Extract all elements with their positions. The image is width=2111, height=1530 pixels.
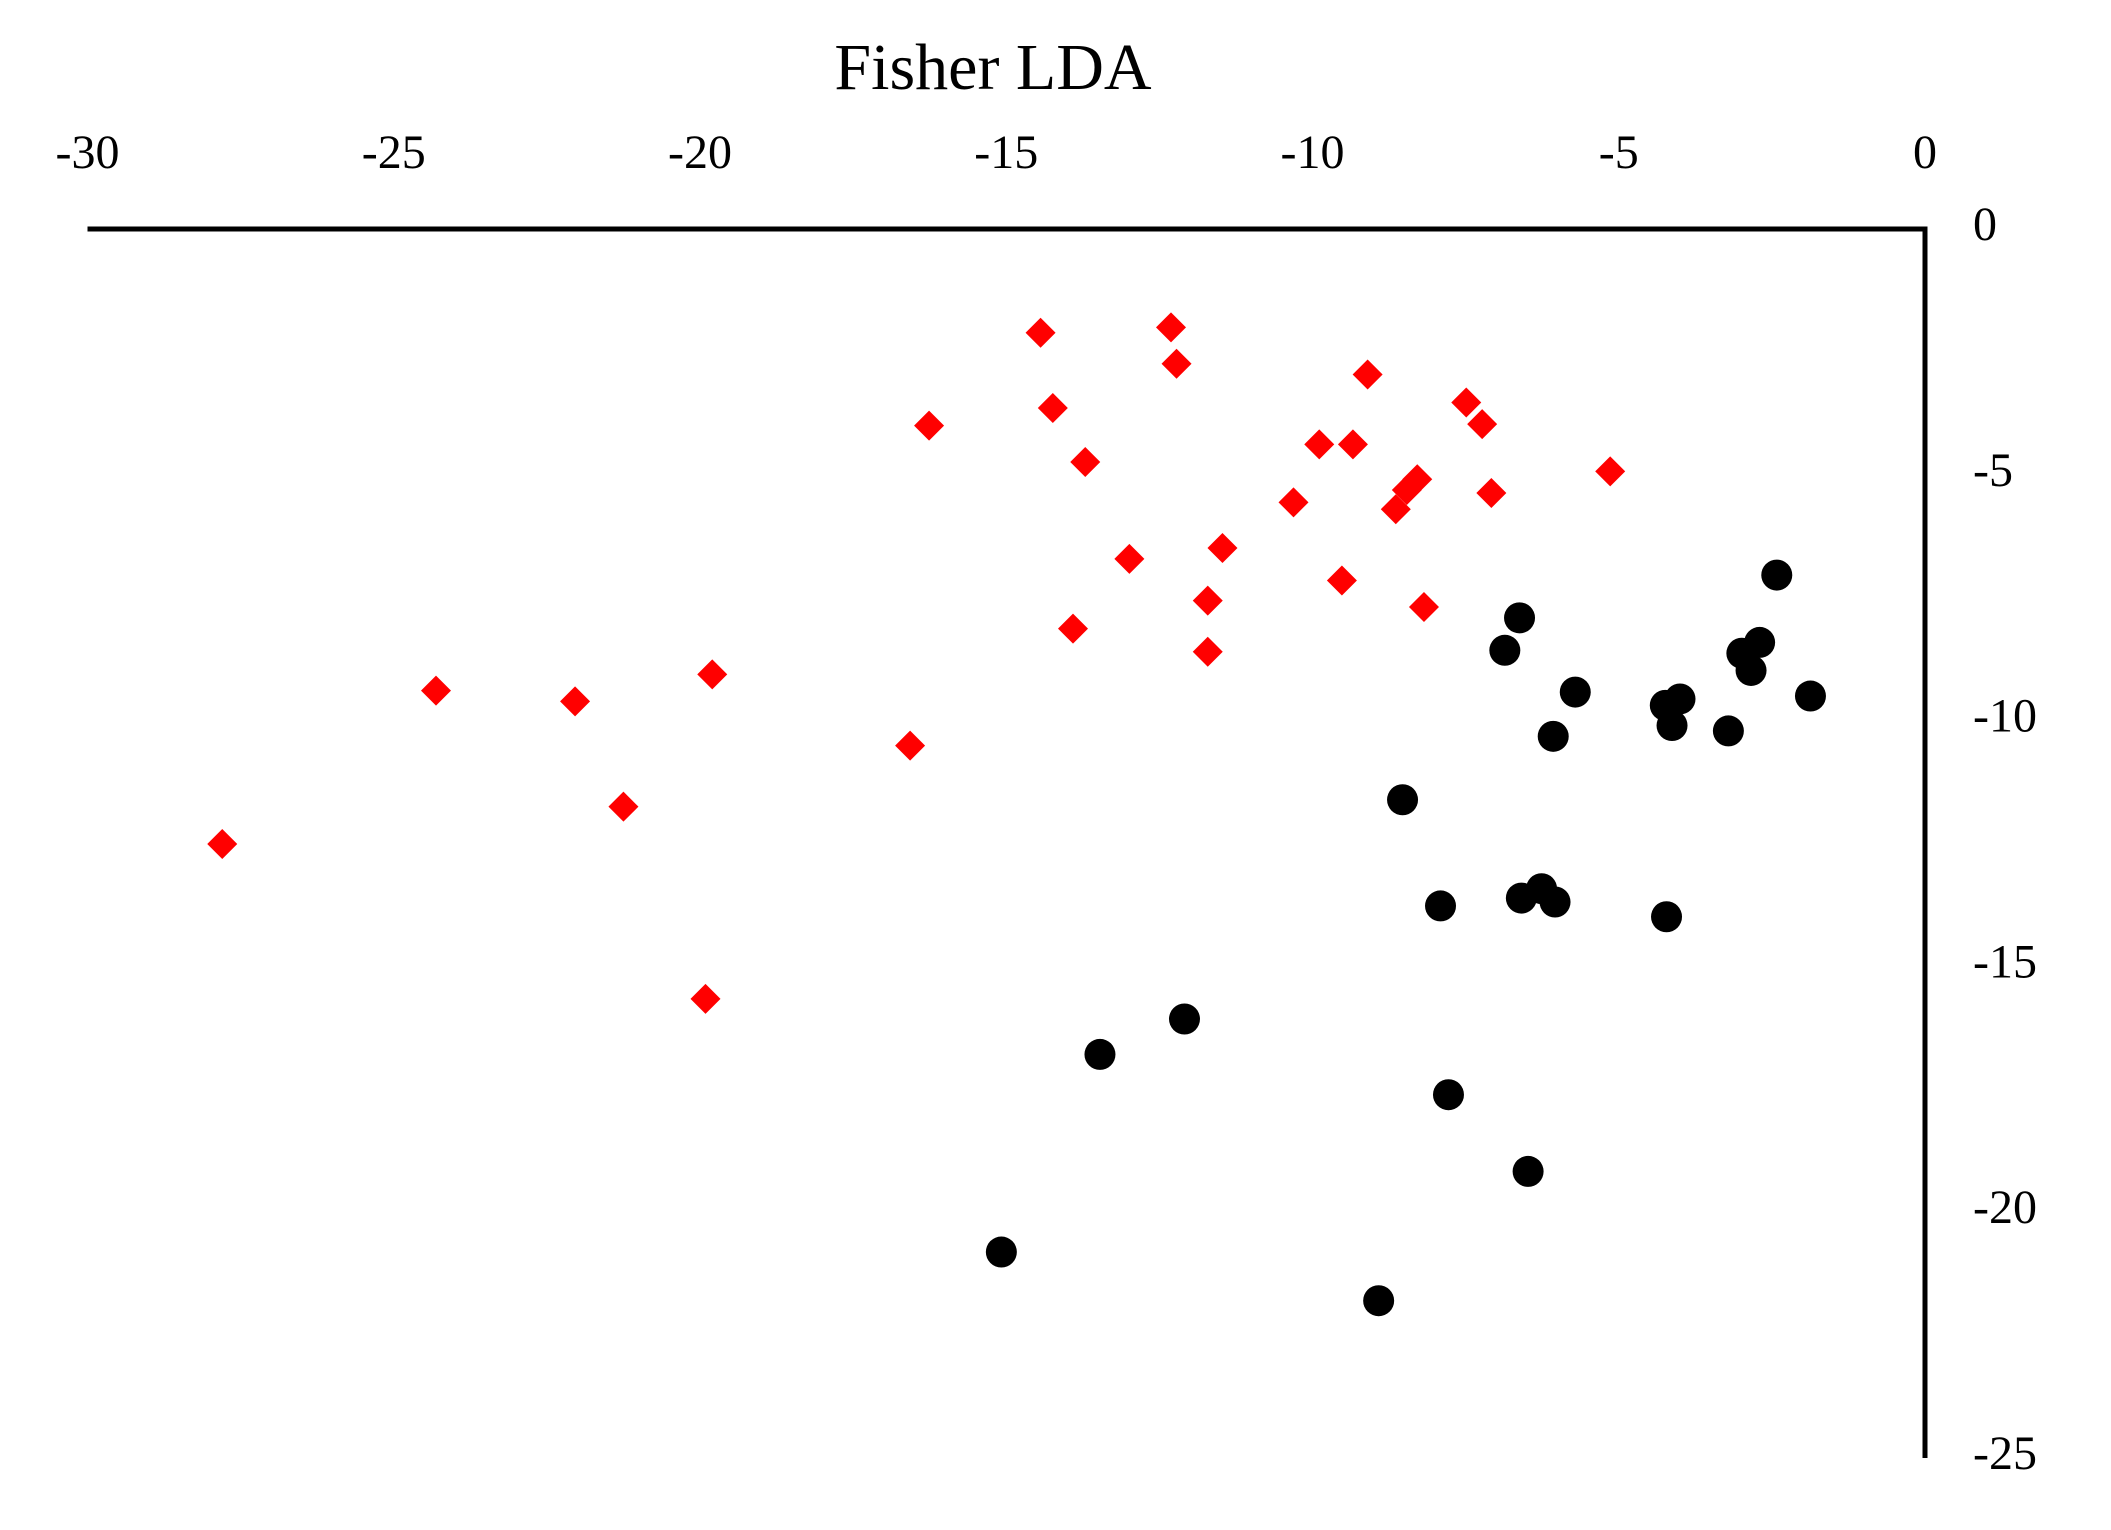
circle-point [1168,1003,1200,1035]
circle-point [1559,676,1591,708]
diamond-point [608,791,639,822]
y-tick-label: -5 [1973,444,2013,497]
circle-point [985,1236,1017,1268]
diamond-point [895,730,926,761]
diamond-point [560,686,591,717]
y-tick-label: -15 [1973,935,2037,988]
diamond-point [1058,613,1089,644]
diamond-point [914,410,945,441]
circle-point [1656,710,1688,742]
chart-title: Fisher LDA [834,31,1151,104]
diamond-point [1408,592,1439,623]
diamond-point [1304,429,1335,460]
diamond-point [697,659,728,690]
diamond-point [1161,348,1192,379]
y-tick-label: 0 [1973,198,1997,251]
diamond-point [1380,494,1411,525]
diamond-point [1037,392,1068,423]
y-tick-label: -25 [1973,1427,2037,1480]
circle-point [1651,901,1683,933]
x-tick-label: -25 [362,126,426,179]
diamond-point [1114,543,1145,574]
circle-point [1761,559,1793,591]
diamond-point [1156,312,1187,343]
circle-point [1735,654,1767,686]
diamond-point [1337,429,1368,460]
diamond-point [1451,387,1482,418]
circle-point [1794,680,1826,712]
diamond-point [1391,475,1422,506]
x-tick-label: -5 [1599,126,1639,179]
diamond-point [1192,585,1223,616]
diamond-point [1467,409,1498,440]
x-tick-label: -15 [974,126,1038,179]
x-tick-label: 0 [1913,126,1937,179]
circle-point [1512,1155,1544,1187]
diamond-point [207,828,238,859]
diamond-point [1278,487,1309,518]
diamond-point [1025,317,1056,348]
circle-point [1537,720,1569,752]
diamond-point [1207,533,1238,564]
circle-point [1387,784,1419,816]
diamond-point [1595,456,1626,487]
circle-point [1504,602,1536,634]
circle-point [1712,715,1744,747]
y-tick-label: -10 [1973,690,2037,743]
circle-point [1432,1079,1464,1111]
diamond-point [1070,447,1101,478]
diamond-point [1192,636,1223,667]
diamond-point [1476,477,1507,508]
circle-point [1539,886,1571,918]
circle-point [1084,1038,1116,1070]
diamond-point [421,675,452,706]
diamond-point [690,983,721,1014]
circle-point [1363,1285,1395,1317]
circle-point [1489,634,1521,666]
diamond-point [1326,565,1357,596]
x-tick-label: -10 [1281,126,1345,179]
x-tick-label: -20 [668,126,732,179]
y-tick-label: -20 [1973,1181,2037,1234]
circle-point [1425,890,1457,922]
x-tick-label: -30 [56,126,120,179]
circle-point [1664,683,1696,715]
diamond-point [1352,359,1383,390]
